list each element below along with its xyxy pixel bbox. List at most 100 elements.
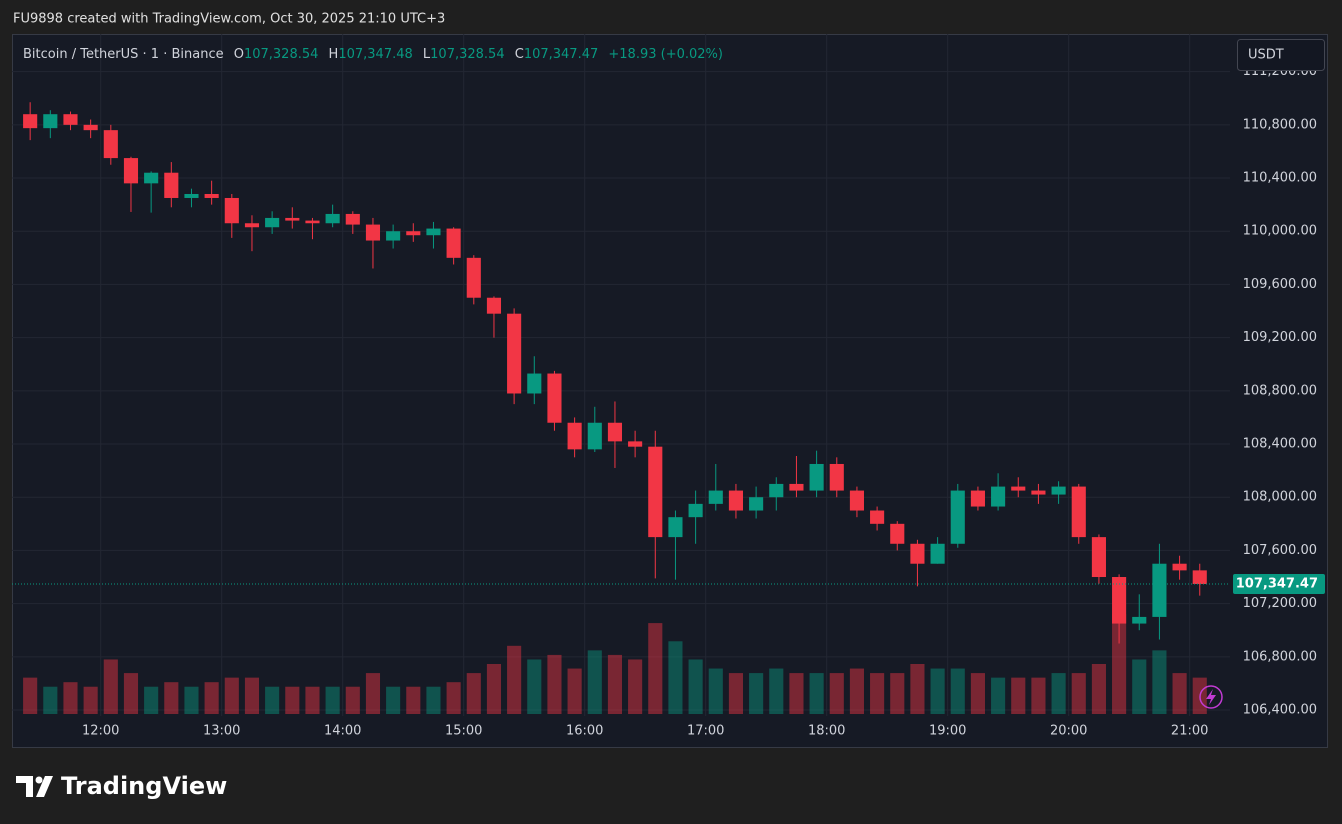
candle-body	[43, 114, 58, 129]
candle-body	[446, 228, 461, 258]
candle-body	[769, 483, 784, 498]
volume-bar	[870, 673, 885, 714]
volume-bar	[1051, 673, 1066, 714]
candle-body	[486, 297, 502, 314]
y-tick-label: 108,800.00	[1243, 383, 1317, 398]
volume-bar	[789, 673, 804, 714]
volume-bar	[164, 682, 179, 714]
candle-body	[83, 124, 98, 131]
candle-body	[325, 213, 340, 224]
volume-bar	[829, 673, 844, 714]
volume-bar	[890, 673, 905, 714]
candle-body	[1011, 486, 1026, 491]
candle-body	[910, 543, 925, 564]
candle-body	[849, 490, 864, 511]
volume-bar	[1172, 673, 1187, 714]
y-tick-label: 107,600.00	[1243, 543, 1317, 558]
price-label: 107,347.47	[1236, 577, 1318, 592]
candle-body	[184, 193, 199, 198]
change: +18.93 (+0.02%)	[608, 47, 723, 62]
candle-body	[749, 497, 764, 511]
y-tick-label: 108,400.00	[1243, 437, 1317, 452]
x-tick-label: 20:00	[1050, 724, 1087, 739]
x-tick-label: 15:00	[445, 724, 482, 739]
volume-bar	[386, 686, 401, 714]
volume-bar	[305, 686, 320, 714]
legend-value: 107,328.54	[430, 47, 504, 62]
volume-bar	[970, 673, 985, 714]
price-label-box	[1233, 574, 1325, 595]
volume-bar	[1031, 677, 1046, 714]
volume-bar	[1071, 673, 1086, 714]
x-tick-label: 17:00	[687, 724, 724, 739]
candle-body	[668, 517, 683, 538]
candle-body	[648, 446, 663, 538]
brand-name: TradingView	[61, 772, 227, 800]
candle-body	[123, 158, 139, 184]
volume-bar	[83, 686, 98, 714]
legend-label: C	[515, 47, 524, 62]
volume-bar	[1132, 659, 1147, 714]
candle-layer	[23, 102, 1207, 644]
symbol-title: Bitcoin / TetherUS · 1 · Binance	[23, 47, 224, 62]
candle-body	[809, 463, 824, 491]
legend-value: 107,347.48	[338, 47, 412, 62]
candle-body	[970, 490, 985, 507]
y-tick-label: 108,000.00	[1243, 490, 1317, 505]
legend-label: H	[329, 47, 339, 62]
volume-bar	[1112, 614, 1127, 714]
volume-bar	[184, 686, 199, 714]
volume-bar	[466, 673, 481, 714]
volume-bar	[365, 673, 381, 714]
volume-bar	[809, 673, 824, 714]
candle-body	[1031, 490, 1046, 495]
lightning-icon	[1206, 689, 1216, 705]
y-tick-label: 110,400.00	[1243, 171, 1317, 186]
lightning-button[interactable]	[1199, 685, 1223, 709]
volume-bar	[688, 659, 703, 714]
y-tick-label: 110,000.00	[1243, 224, 1317, 239]
candle-body	[1152, 563, 1167, 617]
volume-bar	[728, 673, 744, 714]
candle-body	[950, 490, 965, 544]
volume-bar	[23, 677, 38, 714]
volume-bar	[527, 659, 542, 714]
y-tick-label: 109,600.00	[1243, 277, 1317, 292]
candle-body	[244, 223, 260, 228]
volume-bar	[950, 668, 965, 714]
volume-bar	[547, 654, 562, 714]
brand-logo	[16, 776, 53, 797]
candle-body	[265, 217, 280, 228]
candle-body	[829, 463, 844, 491]
candle-body	[870, 510, 885, 524]
currency-button[interactable]	[1237, 39, 1325, 71]
volume-bar	[446, 682, 461, 714]
volume-bar	[43, 686, 58, 714]
legend-value: 107,328.54	[244, 47, 318, 62]
candle-body	[305, 220, 320, 224]
legend-label: L	[423, 47, 431, 62]
volume-bar	[144, 686, 159, 714]
candle-body	[991, 486, 1006, 507]
legend-value: 107,347.47	[524, 47, 598, 62]
volume-bar	[103, 659, 118, 714]
volume-bar	[668, 641, 683, 714]
volume-bar	[265, 686, 280, 714]
volume-bar	[406, 686, 421, 714]
x-tick-label: 14:00	[324, 724, 361, 739]
candle-body	[386, 231, 401, 241]
volume-bar	[587, 650, 602, 714]
candle-body	[103, 130, 118, 159]
volume-bar	[769, 668, 784, 714]
candle-body	[204, 193, 219, 198]
candle-body	[1071, 486, 1086, 538]
volume-bar	[345, 686, 360, 714]
candle-body	[527, 373, 542, 394]
candle-body	[789, 483, 804, 491]
candle-body	[164, 172, 179, 198]
volume-bar	[244, 677, 260, 714]
candle-body	[63, 114, 78, 125]
candle-body	[728, 490, 744, 511]
volume-bar	[1011, 677, 1026, 714]
